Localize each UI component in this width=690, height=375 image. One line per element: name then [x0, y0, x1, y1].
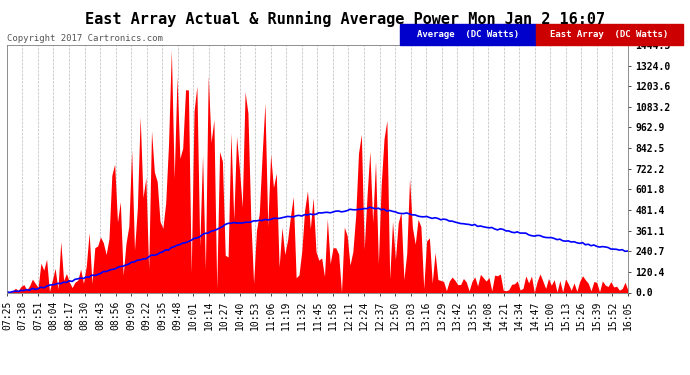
Text: East Array Actual & Running Average Power Mon Jan 2 16:07: East Array Actual & Running Average Powe… [85, 11, 605, 27]
Bar [536, 24, 683, 45]
Text: Copyright 2017 Cartronics.com: Copyright 2017 Cartronics.com [7, 34, 163, 43]
Text: East Array  (DC Watts): East Array (DC Watts) [551, 30, 669, 39]
Bar [400, 24, 536, 45]
Text: Average  (DC Watts): Average (DC Watts) [417, 30, 519, 39]
